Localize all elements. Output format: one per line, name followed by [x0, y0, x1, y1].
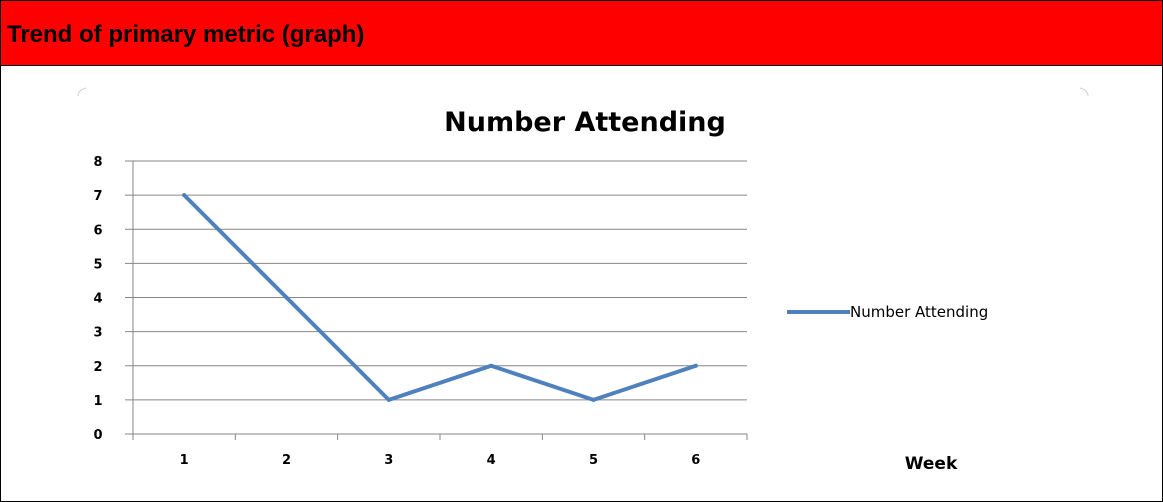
y-tick-label: 1: [93, 394, 102, 409]
axes: 0 1 2 3 4 5 6 7 8 1 2 3 4 5 6: [93, 155, 748, 468]
series-layer: [182, 193, 698, 402]
data-point: [284, 295, 289, 300]
y-tick-label: 6: [93, 223, 102, 238]
section-title: Trend of primary metric (graph): [7, 21, 365, 48]
x-tick-label: 4: [487, 453, 496, 468]
y-tick-label: 8: [93, 155, 102, 170]
x-tick-label: 2: [282, 453, 291, 468]
legend: Number Attending: [787, 303, 988, 321]
y-tick-label: 5: [93, 257, 102, 272]
data-point: [591, 397, 596, 402]
section-header: Trend of primary metric (graph): [1, 1, 1162, 66]
y-tick-label: 0: [93, 428, 102, 443]
data-point: [182, 193, 187, 198]
y-tick-label: 4: [93, 292, 102, 307]
y-tick-label: 7: [93, 189, 102, 204]
series-line: [182, 193, 698, 402]
data-point: [489, 363, 494, 368]
chart-title: Number Attending: [444, 107, 726, 138]
x-tick-label: 5: [589, 453, 598, 468]
y-tick-label: 2: [93, 360, 102, 375]
data-point: [693, 363, 698, 368]
x-tick-label: 6: [691, 453, 700, 468]
x-tick-label: 1: [180, 453, 189, 468]
y-tick-label: 3: [93, 326, 102, 341]
legend-entry: Number Attending: [850, 303, 988, 321]
x-tick-label: 3: [384, 453, 393, 468]
gridlines: [133, 160, 747, 401]
data-point: [386, 397, 391, 402]
x-axis-label: Week: [905, 454, 958, 474]
